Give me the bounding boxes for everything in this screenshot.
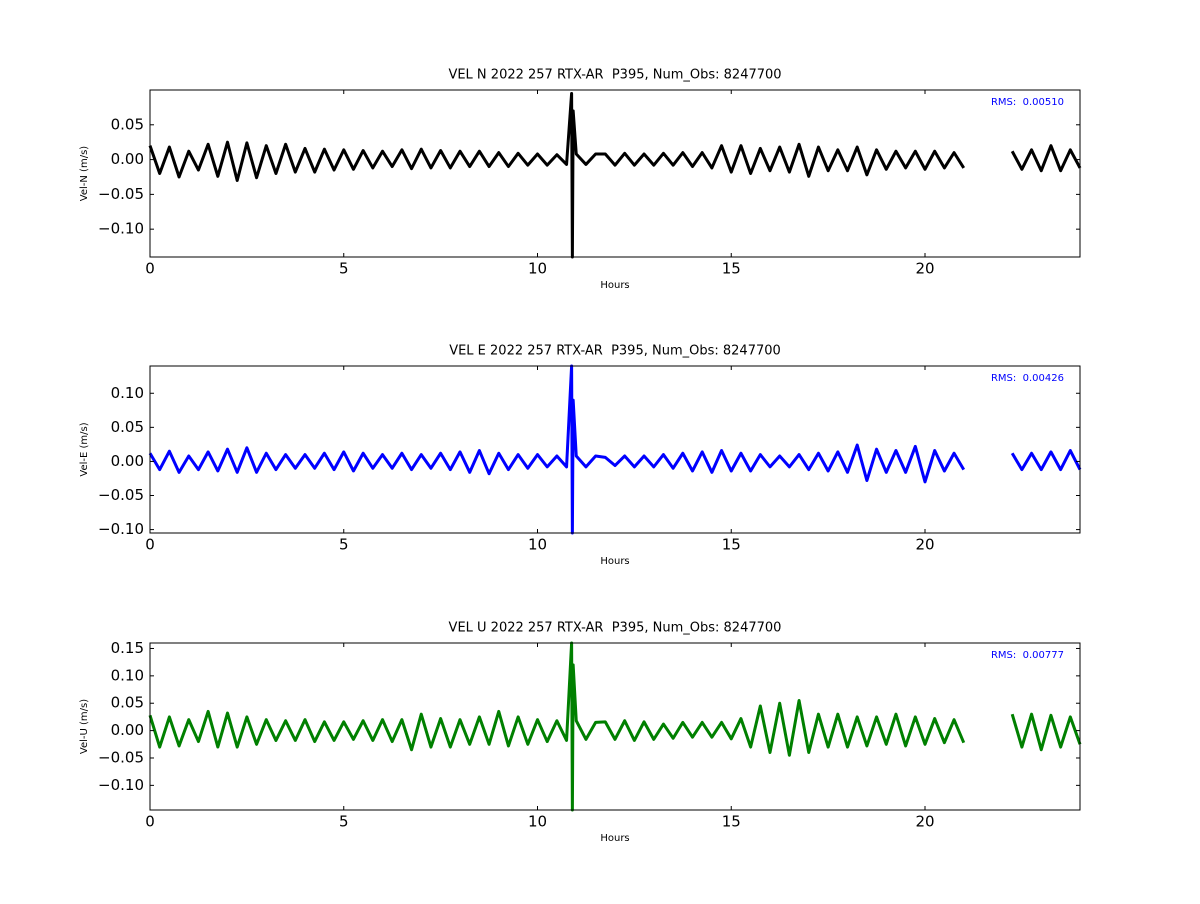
rms-annotation: RMS: 0.00777 — [991, 650, 1064, 661]
plot-frame — [149, 365, 1081, 534]
y-tick-label: −0.10 — [98, 776, 144, 794]
x-tick-label: 0 — [145, 536, 155, 554]
x-tick-label: 15 — [722, 260, 741, 278]
y-axis-label: Vel-U (m/s) — [79, 699, 90, 754]
y-tick-label: 0.05 — [111, 694, 144, 712]
y-tick-label: 0.00 — [111, 721, 144, 739]
plot-frame — [149, 89, 1081, 258]
y-tick-label: −0.05 — [98, 185, 144, 203]
rms-annotation: RMS: 0.00426 — [991, 373, 1064, 384]
y-tick-label: 0.05 — [111, 418, 144, 436]
y-tick-label: −0.05 — [98, 748, 144, 766]
y-tick-label: −0.10 — [98, 220, 144, 238]
y-axis-label: Vel-E (m/s) — [79, 422, 90, 476]
x-tick-label: 20 — [915, 536, 934, 554]
x-tick-label: 10 — [528, 536, 547, 554]
rms-annotation: RMS: 0.00510 — [991, 97, 1064, 108]
plot-frame — [149, 642, 1081, 811]
x-tick-label: 10 — [528, 813, 547, 831]
x-tick-label: 20 — [915, 260, 934, 278]
y-axis-label: Vel-N (m/s) — [79, 146, 90, 201]
y-tick-label: 0.05 — [111, 115, 144, 133]
x-tick-label: 5 — [339, 813, 349, 831]
x-tick-label: 5 — [339, 536, 349, 554]
x-tick-label: 0 — [145, 813, 155, 831]
y-tick-label: 0.10 — [111, 384, 144, 402]
x-tick-label: 15 — [722, 536, 741, 554]
y-tick-label: 0.00 — [111, 452, 144, 470]
x-tick-label: 0 — [145, 260, 155, 278]
x-tick-label: 15 — [722, 813, 741, 831]
data-line — [148, 641, 966, 812]
data-line — [1010, 144, 1082, 173]
x-tick-label: 10 — [528, 260, 547, 278]
data-line — [1010, 449, 1082, 472]
data-line — [1010, 712, 1082, 752]
y-tick-label: 0.00 — [111, 150, 144, 168]
x-axis-label: Hours — [600, 280, 629, 291]
y-tick-label: −0.10 — [98, 520, 144, 538]
data-line — [148, 91, 966, 259]
data-line — [148, 364, 966, 535]
chart-title: VEL E 2022 257 RTX-AR P395, Num_Obs: 824… — [449, 344, 781, 359]
chart-title: VEL U 2022 257 RTX-AR P395, Num_Obs: 824… — [449, 621, 782, 636]
y-tick-label: 0.15 — [111, 639, 144, 657]
x-axis-label: Hours — [600, 556, 629, 567]
y-tick-label: −0.05 — [98, 486, 144, 504]
y-tick-label: 0.10 — [111, 666, 144, 684]
x-tick-label: 20 — [915, 813, 934, 831]
x-tick-label: 5 — [339, 260, 349, 278]
chart-title: VEL N 2022 257 RTX-AR P395, Num_Obs: 824… — [448, 68, 781, 83]
x-axis-label: Hours — [600, 833, 629, 844]
